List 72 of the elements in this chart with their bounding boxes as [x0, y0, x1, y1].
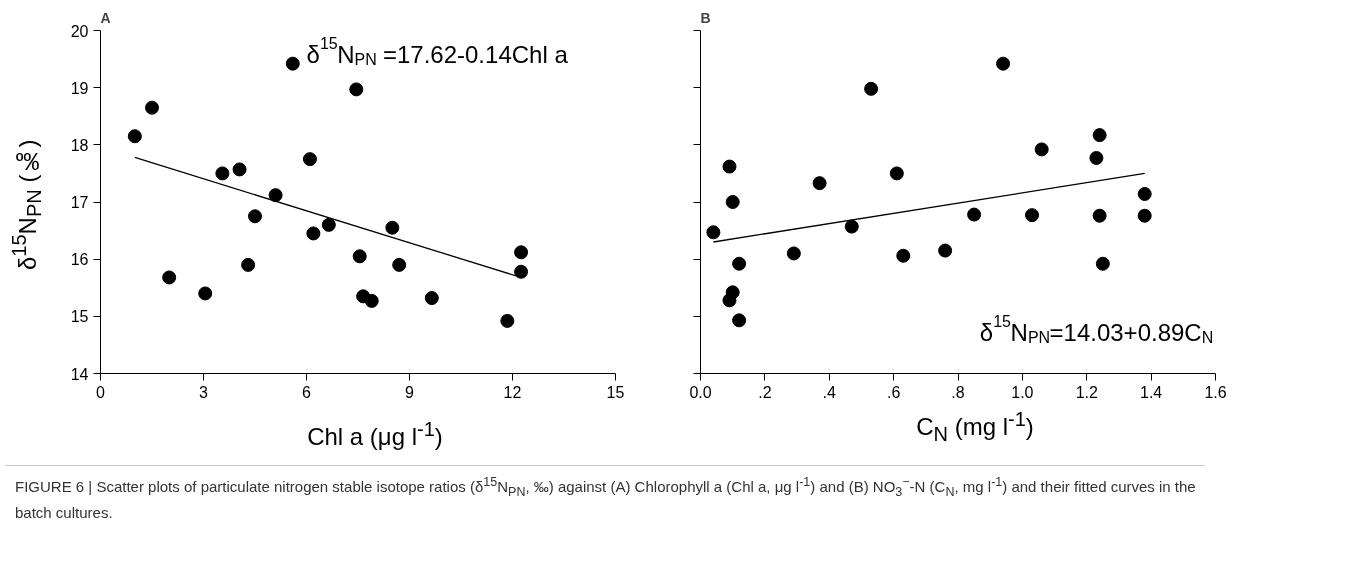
- point: [844, 219, 859, 234]
- point: [1092, 208, 1107, 223]
- point: [248, 209, 262, 224]
- x-tick-label: 1.4: [1140, 383, 1163, 401]
- x-tick-label: 1.2: [1075, 383, 1098, 401]
- point: [364, 293, 379, 308]
- point: [722, 159, 737, 174]
- point: [732, 256, 747, 271]
- point: [198, 286, 213, 301]
- point: [812, 176, 827, 191]
- x-tick-label: 0: [96, 383, 106, 401]
- x-tick-label: .2: [758, 383, 772, 401]
- point: [514, 245, 529, 260]
- point: [127, 129, 142, 144]
- x-axis-title: Chl a (μg l$^{-1}$): [307, 417, 443, 452]
- x-tick-label: 1.0: [1011, 383, 1034, 401]
- x-axis-title: C$_{N}$ (mg l$^{-1}$): [916, 407, 1034, 447]
- point: [1095, 256, 1110, 271]
- point: [938, 243, 953, 258]
- y-tick-label: 19: [70, 79, 89, 97]
- x-tick-label: .4: [822, 383, 837, 401]
- point: [1034, 142, 1049, 157]
- point: [1025, 208, 1040, 223]
- point: [285, 56, 300, 71]
- point: [967, 207, 982, 222]
- point: [215, 166, 230, 181]
- point: [306, 226, 321, 241]
- point: [706, 225, 721, 240]
- x-tick-label: 15: [606, 383, 625, 401]
- point: [1137, 208, 1152, 223]
- point: [424, 291, 439, 306]
- point: [786, 246, 801, 261]
- point: [864, 81, 879, 96]
- point: [241, 257, 256, 272]
- x-tick-label: 1.6: [1204, 383, 1227, 401]
- x-tick-label: 6: [302, 383, 312, 401]
- point: [896, 248, 911, 263]
- x-tick-label: 3: [199, 383, 209, 401]
- point: [500, 313, 515, 328]
- point: [145, 100, 159, 115]
- point: [722, 293, 737, 308]
- y-tick-label: 20: [70, 22, 89, 40]
- chart-title: B: [700, 9, 711, 26]
- point: [1092, 128, 1107, 143]
- point: [352, 249, 367, 264]
- point: [1137, 187, 1152, 201]
- point: [385, 220, 400, 235]
- point: [321, 217, 336, 232]
- x-tick-label: .8: [951, 383, 965, 401]
- x-tick-label: 0.0: [689, 383, 712, 401]
- y-tick-label: 14: [70, 365, 89, 383]
- point: [302, 152, 317, 167]
- y-tick-label: 18: [70, 136, 89, 154]
- text: FIGURE 6 | Scatter plots of particulate nitrogen stable isotope ratios (δ$^{15}$N$_{PN}$, ‰) against (A) Chlorophyll a (Chl a, μg l$^{-1}$) and (B) NO$_{3}$$^{−}$-N (C$_{N}$, mg l$^{-1}$) and their fitted curves in the batch cultures.: [15, 475, 1196, 521]
- x-tick-label: 12: [503, 383, 522, 401]
- point: [996, 56, 1011, 71]
- y-tick-label: 17: [70, 194, 89, 211]
- x-tick-label: 9: [405, 383, 415, 401]
- point: [1089, 150, 1104, 165]
- x-tick-label: .6: [886, 383, 901, 401]
- point: [162, 270, 177, 285]
- point: [349, 82, 364, 97]
- chart-title: A: [100, 9, 111, 26]
- point: [392, 257, 407, 272]
- point: [232, 162, 247, 177]
- point: [725, 195, 740, 209]
- point: [732, 313, 747, 328]
- point: [514, 264, 529, 279]
- point: [268, 188, 283, 203]
- point: [889, 166, 904, 181]
- y-tick-label: 15: [70, 308, 89, 326]
- y-tick-label: 16: [70, 251, 89, 269]
